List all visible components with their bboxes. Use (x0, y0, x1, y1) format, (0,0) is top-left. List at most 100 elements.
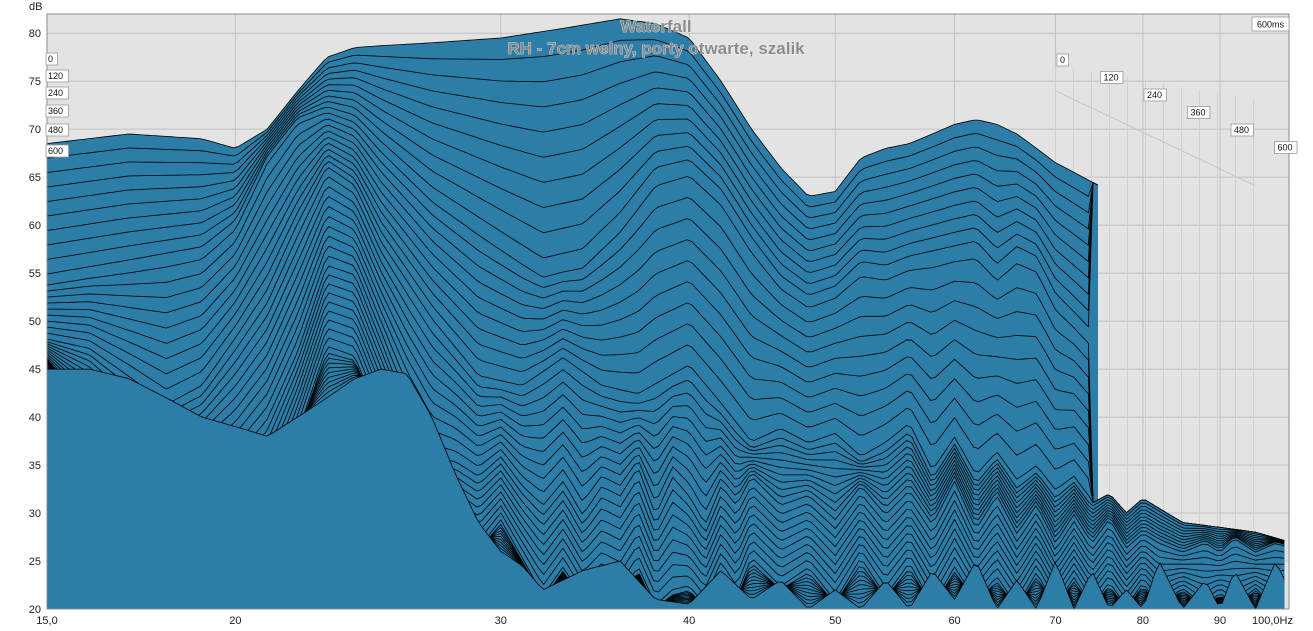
time-label-box (45, 144, 69, 158)
waterfall-slice-line (47, 149, 1285, 541)
time-label-box (45, 69, 69, 83)
y-tick-label: 65 (29, 172, 41, 184)
time-label-box (45, 104, 69, 118)
waterfall-slice-line (47, 55, 1099, 219)
time-label-right: 600 (1274, 141, 1298, 154)
time-label-text: 0 (48, 54, 53, 64)
time-label-text: 480 (48, 125, 63, 135)
time-label-text: 360 (48, 106, 63, 116)
svg-text:600ms: 600ms (1257, 20, 1285, 30)
waterfall-slice-line (47, 225, 1285, 545)
time-label-right: 480 (1230, 123, 1254, 137)
x-tick-label: 80 (1137, 615, 1149, 627)
x-tick-label: 40 (683, 615, 695, 627)
time-label-right: 0 (1056, 53, 1069, 67)
time-label-right: 240 (1143, 88, 1167, 102)
time-label-text: 120 (48, 71, 63, 81)
y-tick-label: 30 (29, 508, 41, 520)
time-label-right: 360 (1187, 106, 1211, 119)
y-tick-label: 55 (29, 268, 41, 280)
y-tick-label: 70 (29, 124, 41, 136)
waterfall-slice-line (47, 84, 1099, 263)
time-label-left: 120 (45, 69, 69, 83)
time-label-text: 360 (1191, 108, 1206, 118)
time-label-text: 240 (1147, 90, 1162, 100)
y-tick-label: 80 (29, 28, 41, 40)
time-label-box (45, 52, 58, 66)
chart-subtitle: RH - 7cm welny, porty otwarte, szalik (507, 39, 805, 58)
waterfall-slice-line (47, 161, 1285, 541)
x-tick-label: 50 (829, 615, 841, 627)
waterfall-slice-line (47, 368, 1285, 609)
x-tick-label: 20 (229, 615, 241, 627)
waterfall-slice-line (47, 235, 1285, 547)
waterfall-slice-line (47, 155, 1285, 541)
x-tick-label: 15,0 (36, 615, 57, 627)
waterfall-slice-fill (47, 369, 1285, 609)
waterfall-slice-line (47, 106, 1099, 328)
time-label-right: 120 (1100, 71, 1124, 84)
plot-frame (46, 13, 1290, 610)
time-label-left: 600 (45, 144, 69, 158)
time-unit-badge: 600ms (1251, 16, 1290, 32)
x-tick-label: 70 (1049, 615, 1061, 627)
time-label-box (1187, 106, 1211, 119)
waterfall-slice-line (47, 124, 1285, 541)
time-label-box (45, 123, 69, 137)
y-tick-label: 20 (29, 604, 41, 616)
y-tick-label: 35 (29, 460, 41, 472)
waterfall-slice-line (47, 186, 1285, 542)
waterfall-slice-line (47, 196, 1285, 543)
time-label-text: 0 (1060, 55, 1065, 65)
time-label-text: 240 (48, 88, 63, 98)
time-label-text: 600 (1278, 143, 1293, 153)
x-tick-label: 30 (495, 615, 507, 627)
waterfall-slice-line (47, 136, 1285, 541)
time-slice-labels: 0 0 120 120 240 240 360 360 480 480 600 600 (45, 52, 1298, 158)
waterfall-slice-line (47, 167, 1285, 541)
y-tick-label: 45 (29, 364, 41, 376)
waterfall-slice-line (47, 245, 1285, 549)
y-tick-label: 60 (29, 220, 41, 232)
time-label-box (1143, 88, 1167, 102)
time-label-box (1056, 53, 1069, 67)
waterfall-slice-line (47, 118, 1285, 541)
time-label-box (1274, 141, 1298, 154)
waterfall-slice-line (47, 130, 1285, 541)
x-tick-label: 100,0Hz (1252, 615, 1293, 627)
time-label-left: 0 (45, 52, 58, 66)
time-label-left: 360 (45, 104, 69, 118)
waterfall-slice-line (47, 112, 1285, 541)
waterfall-slice-line (47, 77, 1099, 247)
time-label-box (45, 86, 69, 100)
waterfall-slice-line (47, 142, 1285, 541)
x-tick-label: 60 (948, 615, 960, 627)
y-axis: 20 25 30 35 40 45 50 55 60 65 70 75 80 (29, 28, 41, 616)
chart-title: Waterfall (620, 17, 691, 36)
y-tick-label: 40 (29, 412, 41, 424)
time-label-box (1230, 123, 1254, 137)
time-label-text: 120 (1104, 73, 1119, 83)
waterfall-slice-line (47, 39, 1099, 208)
waterfall-slice-line (47, 255, 1285, 551)
x-axis: 15,0 20 30 40 50 60 70 80 90 100,0Hz (36, 615, 1293, 627)
y-tick-label: 75 (29, 76, 41, 88)
waterfall-slice-line (47, 69, 1099, 230)
time-label-left: 240 (45, 86, 69, 100)
time-label-box (1100, 71, 1124, 84)
time-label-left: 480 (45, 123, 69, 137)
waterfall-slice-line (47, 18, 1099, 197)
waterfall-slice-line (47, 101, 1099, 312)
waterfall-surface (47, 18, 1285, 609)
waterfall-slice-line (47, 89, 1099, 279)
y-tick-label: 50 (29, 316, 41, 328)
time-label-text: 480 (1234, 125, 1249, 135)
time-axis-line (1055, 90, 1256, 187)
waterfall-slice-line (47, 95, 1099, 296)
waterfall-slice-line (47, 176, 1285, 542)
y-unit-label: dB (29, 1, 42, 13)
waterfall-slice-line (47, 206, 1285, 543)
time-label-text: 600 (48, 146, 63, 156)
y-tick-label: 25 (29, 556, 41, 568)
